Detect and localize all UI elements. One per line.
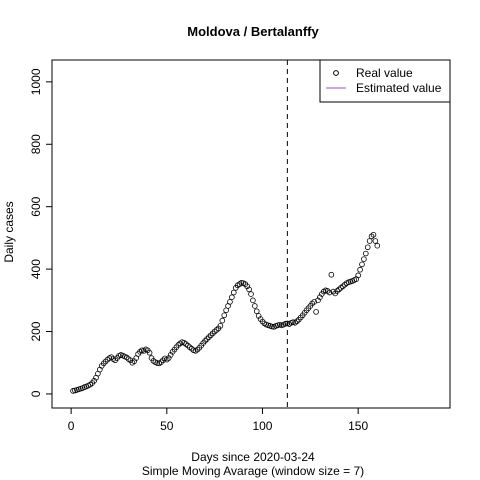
point — [229, 294, 235, 301]
y-tick-label: 800 — [29, 134, 43, 154]
point — [361, 256, 367, 262]
x-tick-label: 50 — [160, 419, 174, 433]
point — [359, 261, 365, 268]
point — [328, 271, 335, 278]
point — [158, 359, 164, 365]
point — [317, 294, 323, 301]
point — [160, 357, 166, 364]
y-tick-label: 200 — [29, 321, 43, 341]
point — [259, 318, 266, 325]
point — [219, 317, 226, 324]
x-tick-label: 0 — [68, 419, 75, 433]
point — [255, 313, 262, 319]
point — [370, 231, 377, 238]
point — [209, 330, 216, 337]
legend-label: Real value — [356, 66, 413, 80]
point — [108, 354, 115, 360]
point — [221, 312, 228, 319]
y-tick-label: 400 — [29, 259, 43, 279]
legend-box — [319, 59, 451, 103]
chart-title: Moldova / Bertalanffy — [187, 24, 319, 39]
point — [165, 355, 172, 361]
point — [91, 378, 97, 384]
x-tick-label: 100 — [252, 419, 272, 433]
point — [330, 288, 337, 295]
legend-label: Estimated value — [356, 81, 442, 95]
point — [217, 323, 224, 329]
x-axis-label: Days since 2020-03-24 — [191, 450, 315, 464]
point — [206, 334, 212, 340]
point — [70, 388, 76, 394]
point — [230, 289, 237, 296]
y-axis-label: Daily cases — [2, 201, 16, 262]
point — [146, 349, 153, 356]
point — [204, 336, 210, 342]
point — [366, 238, 373, 244]
subtitle: Simple Moving Avarage (window size = 7) — [142, 464, 364, 478]
point — [100, 360, 107, 367]
point — [363, 250, 369, 257]
point — [252, 303, 258, 309]
y-tick-label: 1000 — [29, 68, 43, 95]
point — [355, 272, 361, 279]
legend-symbol — [333, 70, 339, 76]
point — [253, 308, 260, 315]
point — [148, 355, 155, 361]
plot-box — [51, 59, 451, 409]
point — [326, 289, 333, 296]
x-tick-label: 150 — [348, 419, 368, 433]
point — [246, 286, 252, 293]
point — [202, 338, 208, 344]
point — [269, 323, 275, 330]
point — [131, 358, 138, 364]
point — [167, 352, 174, 358]
point — [154, 360, 161, 366]
point — [244, 283, 250, 290]
point — [315, 297, 321, 304]
point — [238, 280, 245, 286]
point — [194, 346, 201, 353]
point — [372, 238, 379, 244]
point — [374, 242, 381, 249]
point — [357, 266, 363, 273]
point — [227, 299, 233, 305]
y-tick-label: 0 — [29, 390, 43, 397]
point — [311, 299, 317, 305]
point — [313, 309, 319, 315]
point — [250, 297, 256, 304]
point — [282, 320, 289, 327]
point — [248, 291, 254, 297]
point — [364, 244, 371, 251]
point — [208, 332, 214, 339]
point — [102, 358, 109, 365]
y-tick-label: 600 — [29, 196, 43, 216]
